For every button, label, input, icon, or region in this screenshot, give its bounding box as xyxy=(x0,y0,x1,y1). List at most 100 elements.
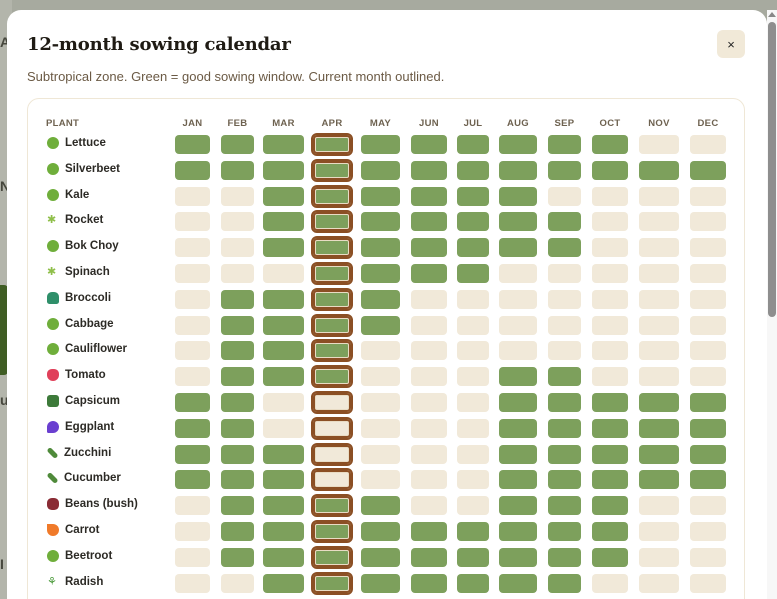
month-cell-may-good[interactable] xyxy=(361,496,400,516)
month-cell-nov-off[interactable] xyxy=(639,186,679,206)
month-cell-feb-good[interactable] xyxy=(221,160,254,180)
month-cell-may-off[interactable] xyxy=(361,418,400,438)
month-cell-oct-good[interactable] xyxy=(592,522,628,541)
month-cell-aug-good[interactable] xyxy=(499,547,537,567)
month-cell-nov-off[interactable] xyxy=(639,264,679,283)
month-cell-nov-good[interactable] xyxy=(639,418,679,438)
month-cell-jun-good[interactable] xyxy=(411,186,447,206)
month-cell-jul-good[interactable] xyxy=(457,522,489,541)
month-cell-jan-off[interactable] xyxy=(175,264,210,283)
month-cell-nov-good[interactable] xyxy=(639,470,679,490)
month-cell-feb-good[interactable] xyxy=(221,289,254,309)
month-cell-oct-off[interactable] xyxy=(592,289,628,309)
month-cell-oct-off[interactable] xyxy=(592,341,628,361)
month-cell-mar-off[interactable] xyxy=(263,393,304,412)
month-cell-nov-off[interactable] xyxy=(639,238,679,258)
month-cell-sep-off[interactable] xyxy=(548,289,581,309)
month-cell-dec-off[interactable] xyxy=(690,315,726,335)
month-cell-feb-off[interactable] xyxy=(221,573,254,593)
month-cell-jan-off[interactable] xyxy=(175,238,210,258)
month-cell-jul-off[interactable] xyxy=(457,444,489,464)
month-cell-jul-good[interactable] xyxy=(457,135,489,154)
month-cell-feb-good[interactable] xyxy=(221,496,254,516)
month-cell-oct-off[interactable] xyxy=(592,573,628,593)
month-cell-jan-off[interactable] xyxy=(175,315,210,335)
month-cell-jan-off[interactable] xyxy=(175,289,210,309)
month-cell-may-good[interactable] xyxy=(361,160,400,180)
month-cell-oct-off[interactable] xyxy=(592,367,628,387)
month-cell-mar-off[interactable] xyxy=(263,264,304,283)
month-cell-may-off[interactable] xyxy=(361,367,400,387)
month-cell-sep-good[interactable] xyxy=(548,238,581,258)
close-button[interactable]: × xyxy=(717,30,745,58)
scroll-up-arrow-icon[interactable] xyxy=(768,12,776,17)
month-cell-sep-off[interactable] xyxy=(548,186,581,206)
month-cell-aug-good[interactable] xyxy=(499,212,537,232)
month-cell-jul-off[interactable] xyxy=(457,289,489,309)
month-cell-apr-good[interactable] xyxy=(311,571,353,595)
month-cell-jul-good[interactable] xyxy=(457,238,489,258)
month-cell-nov-off[interactable] xyxy=(639,367,679,387)
month-cell-dec-good[interactable] xyxy=(690,393,726,412)
month-cell-nov-off[interactable] xyxy=(639,341,679,361)
month-cell-mar-good[interactable] xyxy=(263,444,304,464)
month-cell-dec-off[interactable] xyxy=(690,547,726,567)
month-cell-dec-off[interactable] xyxy=(690,135,726,154)
month-cell-jul-good[interactable] xyxy=(457,264,489,283)
month-cell-nov-good[interactable] xyxy=(639,444,679,464)
month-cell-nov-off[interactable] xyxy=(639,135,679,154)
month-cell-jan-off[interactable] xyxy=(175,547,210,567)
month-cell-jul-off[interactable] xyxy=(457,418,489,438)
month-cell-sep-good[interactable] xyxy=(548,212,581,232)
modal-scrollbar[interactable] xyxy=(767,10,777,599)
month-cell-dec-off[interactable] xyxy=(690,341,726,361)
month-cell-aug-good[interactable] xyxy=(499,444,537,464)
month-cell-mar-off[interactable] xyxy=(263,418,304,438)
month-cell-oct-off[interactable] xyxy=(592,186,628,206)
month-cell-apr-good[interactable] xyxy=(311,262,353,285)
month-cell-mar-good[interactable] xyxy=(263,315,304,335)
month-cell-mar-good[interactable] xyxy=(263,160,304,180)
month-cell-feb-good[interactable] xyxy=(221,393,254,412)
month-cell-jun-off[interactable] xyxy=(411,393,447,412)
month-cell-mar-good[interactable] xyxy=(263,573,304,593)
month-cell-mar-good[interactable] xyxy=(263,341,304,361)
month-cell-nov-off[interactable] xyxy=(639,547,679,567)
month-cell-apr-good[interactable] xyxy=(311,339,353,363)
month-cell-apr-off[interactable] xyxy=(311,391,353,414)
month-cell-aug-good[interactable] xyxy=(499,135,537,154)
month-cell-may-off[interactable] xyxy=(361,444,400,464)
month-cell-nov-off[interactable] xyxy=(639,573,679,593)
month-cell-jun-off[interactable] xyxy=(411,289,447,309)
month-cell-nov-off[interactable] xyxy=(639,212,679,232)
month-cell-feb-off[interactable] xyxy=(221,186,254,206)
month-cell-feb-good[interactable] xyxy=(221,315,254,335)
month-cell-aug-good[interactable] xyxy=(499,393,537,412)
month-cell-jun-off[interactable] xyxy=(411,367,447,387)
month-cell-oct-off[interactable] xyxy=(592,315,628,335)
month-cell-jan-off[interactable] xyxy=(175,186,210,206)
month-cell-jun-good[interactable] xyxy=(411,160,447,180)
month-cell-apr-good[interactable] xyxy=(311,313,353,337)
month-cell-jul-good[interactable] xyxy=(457,573,489,593)
month-cell-jun-off[interactable] xyxy=(411,444,447,464)
month-cell-mar-good[interactable] xyxy=(263,547,304,567)
month-cell-feb-off[interactable] xyxy=(221,212,254,232)
month-cell-apr-good[interactable] xyxy=(311,133,353,156)
month-cell-mar-good[interactable] xyxy=(263,289,304,309)
month-cell-jul-good[interactable] xyxy=(457,160,489,180)
month-cell-jul-off[interactable] xyxy=(457,470,489,490)
month-cell-aug-off[interactable] xyxy=(499,264,537,283)
month-cell-may-good[interactable] xyxy=(361,315,400,335)
month-cell-jan-off[interactable] xyxy=(175,212,210,232)
month-cell-aug-good[interactable] xyxy=(499,496,537,516)
month-cell-apr-good[interactable] xyxy=(311,158,353,182)
month-cell-oct-good[interactable] xyxy=(592,470,628,490)
month-cell-apr-good[interactable] xyxy=(311,287,353,311)
month-cell-sep-good[interactable] xyxy=(548,470,581,490)
month-cell-may-good[interactable] xyxy=(361,547,400,567)
month-cell-may-good[interactable] xyxy=(361,238,400,258)
month-cell-apr-good[interactable] xyxy=(311,520,353,543)
month-cell-aug-good[interactable] xyxy=(499,522,537,541)
month-cell-sep-off[interactable] xyxy=(548,315,581,335)
